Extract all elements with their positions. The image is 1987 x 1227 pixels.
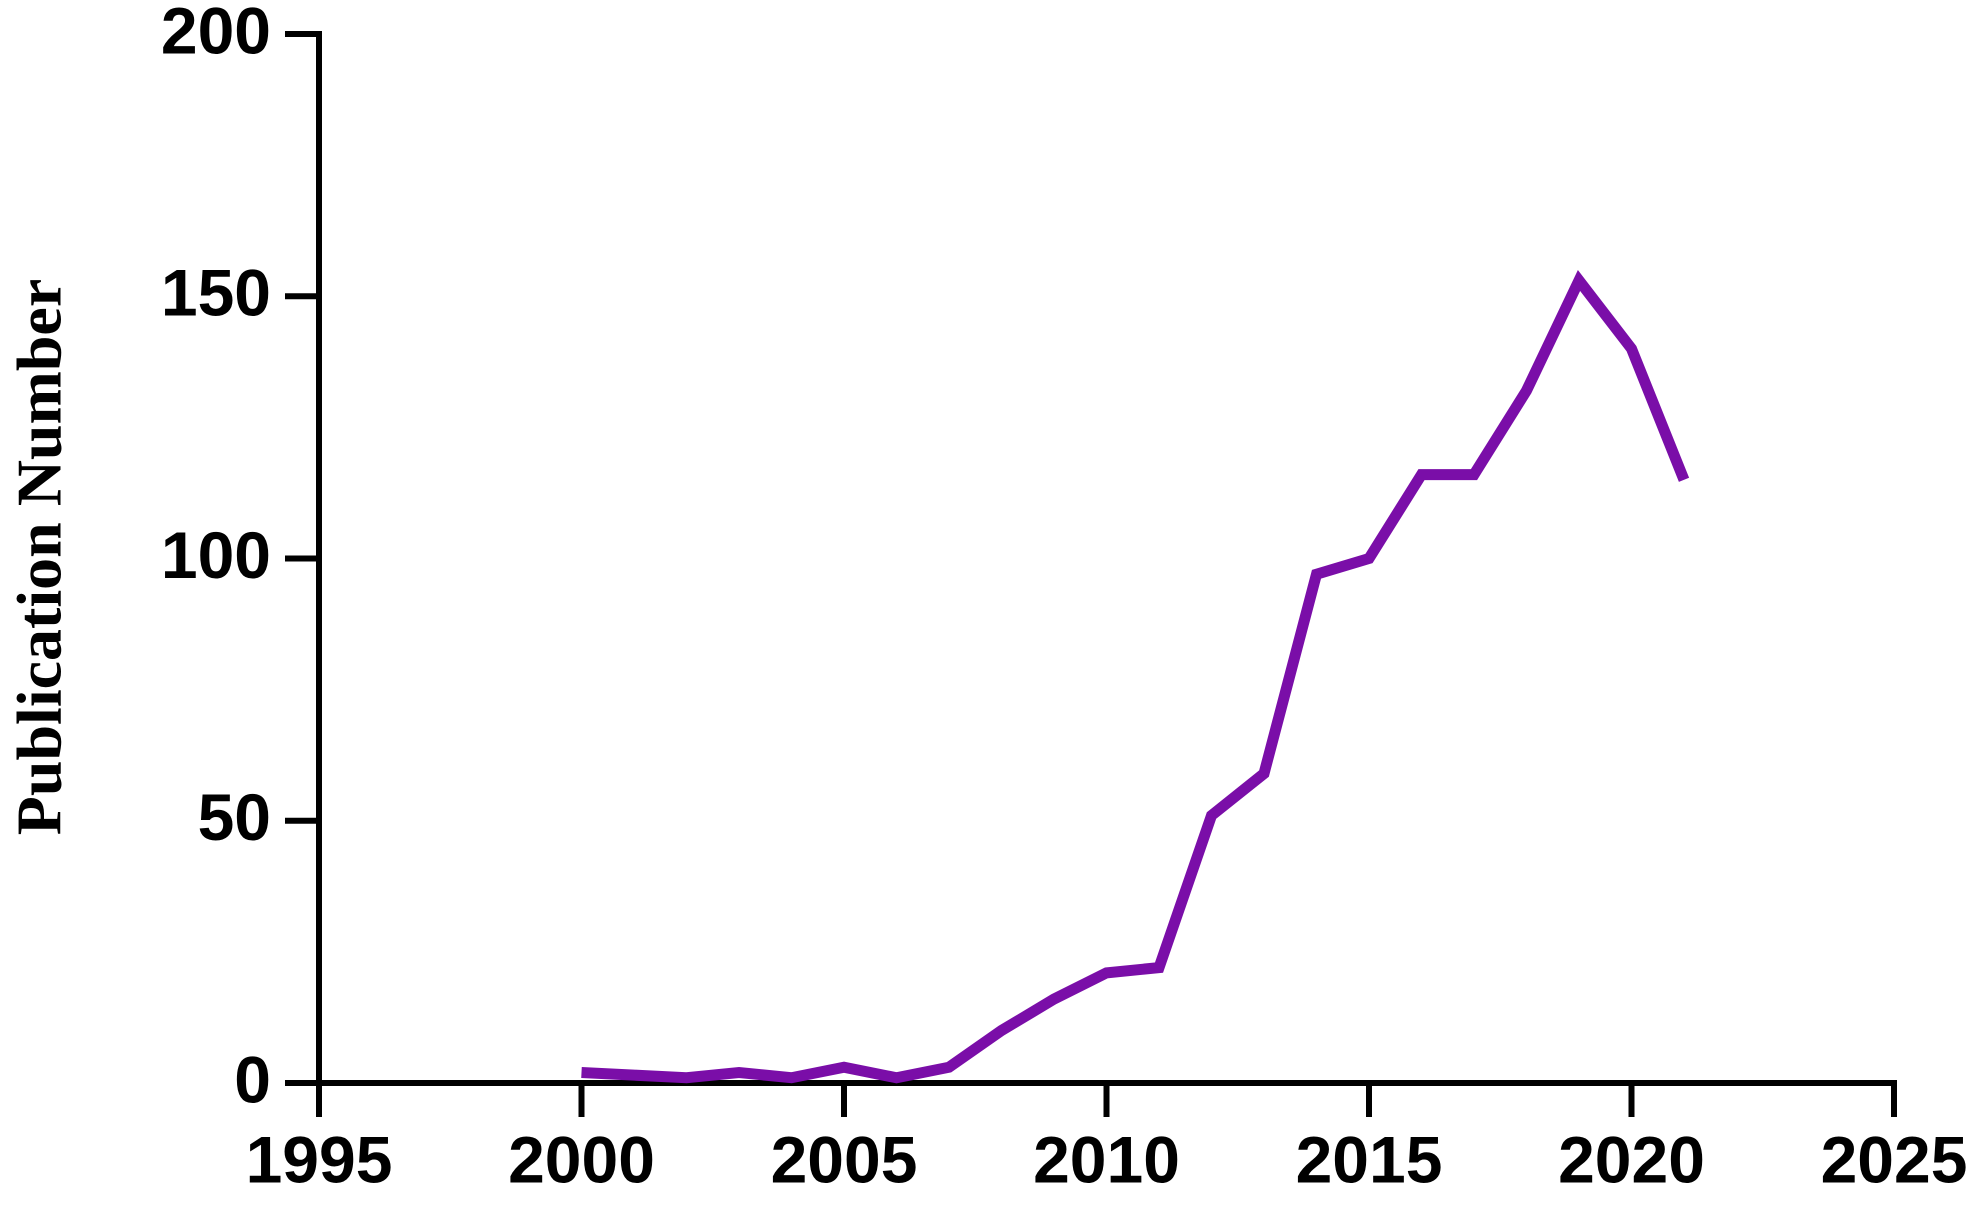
y-tick-label: 150 — [161, 256, 271, 330]
x-tick-label: 2010 — [1033, 1122, 1180, 1196]
y-tick-label: 200 — [161, 0, 271, 67]
x-tick-label: 1995 — [246, 1122, 393, 1196]
y-tick-label: 0 — [234, 1042, 271, 1116]
x-tick-label: 2015 — [1296, 1122, 1443, 1196]
x-tick-label: 2005 — [771, 1122, 918, 1196]
y-axis-label: Publication Number — [4, 279, 75, 835]
x-tick-label: 2020 — [1558, 1122, 1705, 1196]
x-tick-label: 2025 — [1821, 1122, 1968, 1196]
y-tick-label: 100 — [161, 518, 271, 592]
data-line — [581, 270, 1690, 1084]
y-tick-label: 50 — [198, 780, 271, 854]
x-tick-label: 2000 — [508, 1122, 655, 1196]
